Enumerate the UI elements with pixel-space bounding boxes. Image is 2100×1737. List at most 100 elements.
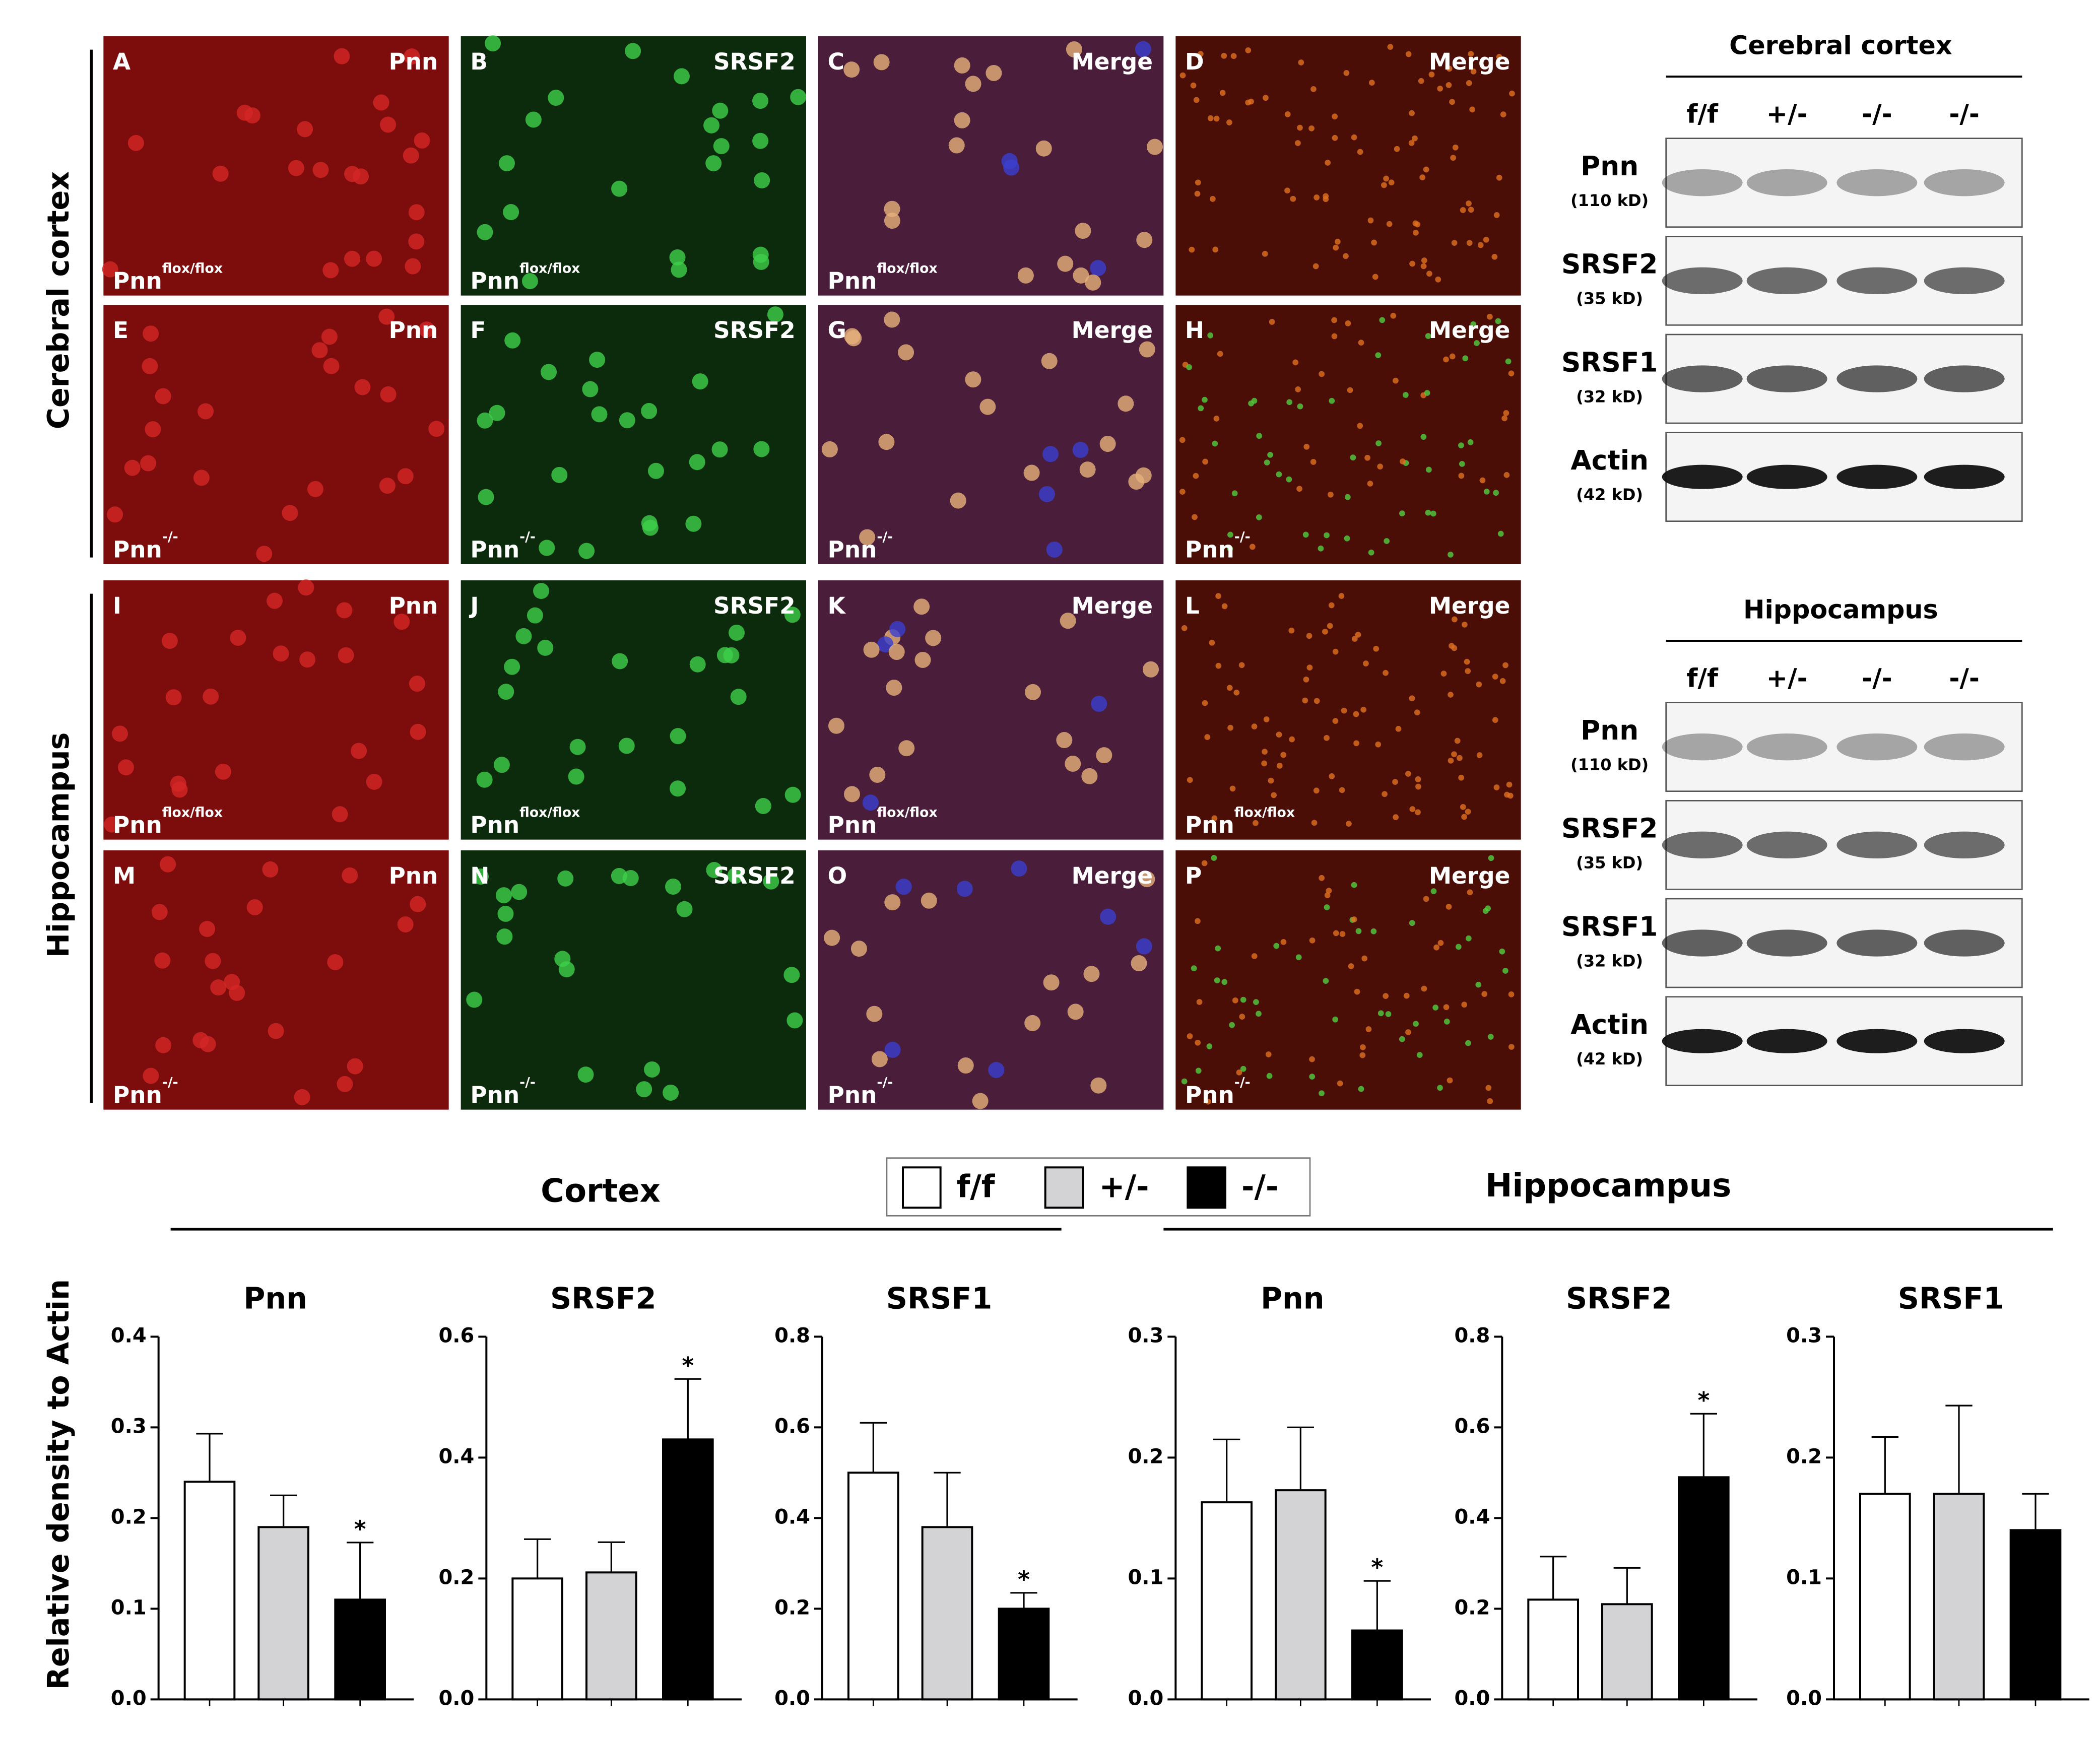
cell (888, 644, 905, 660)
error-bar (1871, 1436, 1898, 1494)
cell (1503, 410, 1510, 416)
y-tick-label: 0.6 (774, 1415, 810, 1438)
y-tick-label: 0.3 (1786, 1324, 1822, 1347)
genotype-base: Pnn (113, 812, 162, 838)
cell (1467, 439, 1474, 445)
cell (404, 48, 420, 65)
cell (262, 861, 279, 878)
genotype: Pnn-/- (828, 1075, 893, 1108)
cell (1239, 1014, 1245, 1020)
cell (1091, 696, 1107, 712)
cell (670, 780, 686, 797)
cell (414, 132, 430, 149)
error-bar (524, 1538, 551, 1579)
cell (1215, 662, 1222, 669)
cell (1403, 992, 1410, 999)
cell (866, 1006, 883, 1022)
cell (155, 388, 171, 405)
genotype: Pnn-/- (113, 1075, 178, 1108)
genotype-sup: -/- (877, 1075, 893, 1090)
bar (1351, 1629, 1403, 1701)
cell (1195, 179, 1201, 186)
cell (1179, 72, 1186, 79)
blot-band (1662, 929, 1743, 957)
cell (160, 856, 176, 873)
cell (752, 132, 769, 149)
cell (1306, 664, 1313, 671)
cell (670, 728, 686, 745)
error-bar (598, 1541, 625, 1573)
cell (752, 246, 769, 263)
cell (689, 656, 706, 673)
cell (1332, 648, 1339, 655)
cell (409, 676, 425, 692)
error-bar (1287, 1426, 1314, 1491)
bar (1933, 1493, 1985, 1701)
cell (1309, 1074, 1316, 1080)
blot-strip (1665, 138, 2023, 228)
cell (1263, 95, 1269, 101)
cell (1227, 546, 1233, 552)
cell (1358, 340, 1364, 346)
y-tick-label: 0.2 (1128, 1445, 1163, 1468)
cell (1207, 115, 1214, 121)
cell (1276, 731, 1282, 738)
cell (1395, 725, 1402, 732)
cell (405, 258, 421, 275)
cell (1325, 160, 1331, 166)
panel-letter: G (828, 317, 846, 344)
genotype: Pnn-/- (1185, 1075, 1251, 1108)
cell (1459, 460, 1465, 467)
cell (1319, 371, 1325, 377)
cell (1323, 193, 1329, 199)
group-title: Cortex (541, 1173, 661, 1210)
genotype: Pnnflox/flox (470, 260, 580, 294)
genotype-sup: -/- (1234, 1075, 1251, 1090)
cell (569, 739, 586, 755)
cell (1332, 135, 1338, 141)
chart-title: SRSF1 (1898, 1281, 2004, 1315)
genotype-sup: flox/flox (519, 260, 580, 276)
cell (1354, 988, 1360, 995)
cell (143, 1067, 159, 1084)
cell (1476, 681, 1482, 688)
cell (297, 121, 313, 138)
cell (1346, 821, 1352, 827)
cell (712, 102, 729, 119)
cell (282, 505, 298, 521)
cell (713, 138, 730, 155)
cell (1227, 531, 1233, 538)
cell (1226, 685, 1233, 691)
cell (1443, 1019, 1450, 1025)
cell (1452, 144, 1459, 151)
cell (428, 421, 445, 437)
cell (1508, 370, 1515, 377)
cell (1493, 212, 1500, 218)
y-tick-label: 0.2 (438, 1566, 474, 1589)
cell (869, 766, 886, 783)
cell (878, 434, 895, 450)
cell (1038, 486, 1055, 502)
cell (1483, 236, 1489, 243)
cell (1377, 463, 1384, 470)
legend-swatch (902, 1166, 942, 1209)
cell (843, 786, 860, 803)
cell (1449, 353, 1456, 360)
cell (1319, 1090, 1325, 1097)
cell (1461, 814, 1467, 820)
cell (663, 1084, 679, 1101)
cell (403, 147, 419, 164)
cell (979, 398, 996, 415)
blot-band (1924, 267, 2005, 294)
cell (1492, 717, 1498, 723)
genotype: Pnn-/- (1185, 529, 1251, 563)
genotype-base: Pnn (1185, 1082, 1234, 1108)
cell (884, 201, 900, 217)
cell (1306, 633, 1312, 639)
lane-label: +/- (1766, 99, 1808, 128)
cell (729, 624, 745, 641)
error-bar (1010, 1592, 1037, 1609)
cell (311, 342, 328, 359)
cell (1506, 781, 1513, 788)
